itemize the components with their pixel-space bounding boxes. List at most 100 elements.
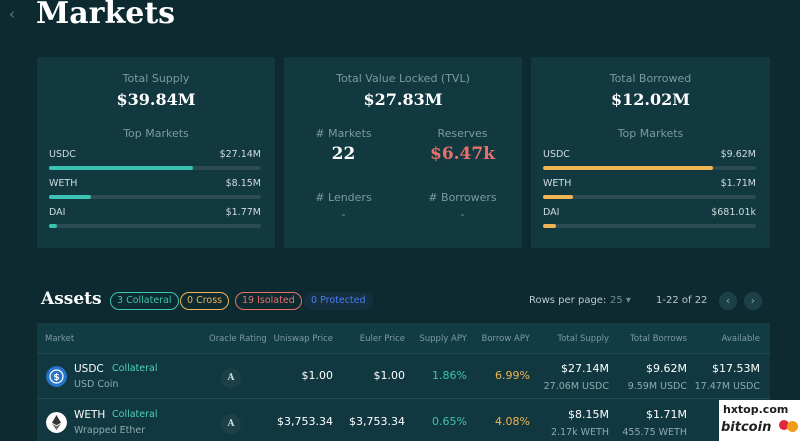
lenders-cell: # Lenders - bbox=[284, 191, 403, 221]
filter-cross-pill[interactable]: 0 Cross bbox=[180, 292, 230, 310]
chevron-left-icon: ‹ bbox=[725, 294, 731, 307]
total-borrows-usd: $9.62M bbox=[646, 362, 687, 375]
tvl-label: Total Value Locked (TVL) bbox=[336, 72, 470, 85]
market-bar-track bbox=[49, 166, 261, 170]
header-market[interactable]: Market bbox=[45, 334, 75, 344]
header-supply-apy[interactable]: Supply APY bbox=[419, 334, 467, 344]
bitcoin-coin-icon bbox=[787, 421, 798, 432]
filter-isolated-pill[interactable]: 19 Isolated bbox=[235, 292, 302, 310]
prev-page-button[interactable]: ‹ bbox=[719, 292, 737, 310]
market-bar-fill bbox=[49, 166, 194, 170]
back-chevron-icon[interactable]: ‹ bbox=[9, 5, 15, 23]
header-total-supply[interactable]: Total Supply bbox=[557, 334, 609, 344]
table-row[interactable]: $ USDC Collateral USD Coin A $1.00 $1.00… bbox=[37, 354, 770, 399]
borrowers-cell: # Borrowers - bbox=[403, 191, 522, 221]
header-oracle-rating[interactable]: Oracle Rating bbox=[209, 334, 267, 344]
total-borrowed-value: $12.02M bbox=[611, 90, 690, 109]
table-header: Market Oracle Rating Uniswap Price Euler… bbox=[37, 323, 770, 354]
market-bar-track bbox=[543, 224, 756, 228]
markets-count-label: # Markets bbox=[315, 127, 372, 140]
market-bar-track bbox=[543, 166, 756, 170]
tvl-card: Total Value Locked (TVL) $27.83M # Marke… bbox=[284, 57, 522, 248]
supply-apy: 0.65% bbox=[432, 415, 467, 428]
total-supply-usd: $27.14M bbox=[561, 362, 609, 375]
asset-symbol: WETH bbox=[74, 409, 106, 421]
rows-per-page-select[interactable]: 25 ▾ bbox=[610, 295, 631, 306]
markets-count-value: 22 bbox=[331, 144, 356, 164]
tvl-value: $27.83M bbox=[363, 90, 443, 109]
oracle-rating-badge: A bbox=[221, 368, 241, 388]
heart-icon bbox=[779, 420, 789, 430]
total-supply-value: $39.84M bbox=[116, 90, 196, 109]
svg-text:$: $ bbox=[53, 373, 59, 383]
uniswap-price: $3,753.34 bbox=[277, 415, 333, 428]
header-borrow-apy[interactable]: Borrow APY bbox=[481, 334, 531, 344]
borrow-market-row[interactable]: DAI $681.01k bbox=[543, 207, 758, 239]
oracle-rating-badge: A bbox=[221, 414, 241, 434]
borrow-apy: 4.08% bbox=[495, 415, 530, 428]
collateral-tag: Collateral bbox=[112, 409, 158, 420]
reserves-cell: Reserves $6.47k bbox=[403, 127, 522, 164]
usdc-coin-icon: $ bbox=[46, 366, 67, 387]
assets-table: Market Oracle Rating Uniswap Price Euler… bbox=[37, 323, 770, 441]
header-available[interactable]: Available bbox=[721, 334, 760, 344]
market-name: DAI bbox=[543, 207, 560, 218]
watermark: hxtop.com bitcoin bbox=[719, 400, 800, 441]
available-usd: $17.53M bbox=[712, 362, 760, 375]
header-euler-price[interactable]: Euler Price bbox=[359, 334, 405, 344]
market-value: $27.14M bbox=[219, 149, 261, 160]
filter-collateral-pill[interactable]: 3 Collateral bbox=[110, 292, 179, 310]
borrow-market-row[interactable]: USDC $9.62M bbox=[543, 149, 758, 181]
asset-name: Wrapped Ether bbox=[74, 425, 146, 436]
top-markets-label: Top Markets bbox=[123, 127, 189, 140]
market-bar-fill bbox=[543, 224, 556, 228]
market-value: $1.71M bbox=[720, 178, 756, 189]
uniswap-price: $1.00 bbox=[301, 369, 334, 382]
borrowers-label: # Borrowers bbox=[428, 191, 497, 204]
supply-market-row[interactable]: USDC $27.14M bbox=[49, 149, 263, 181]
market-bar-track bbox=[49, 224, 261, 228]
market-bar-fill bbox=[49, 224, 58, 228]
asset-symbol: USDC bbox=[74, 363, 104, 375]
collateral-tag: Collateral bbox=[112, 363, 158, 374]
market-bar-track bbox=[543, 195, 756, 199]
total-supply-usd: $8.15M bbox=[568, 408, 609, 421]
supply-market-row[interactable]: DAI $1.77M bbox=[49, 207, 263, 239]
borrow-apy: 6.99% bbox=[495, 369, 530, 382]
market-bar-fill bbox=[543, 166, 714, 170]
next-page-button[interactable]: › bbox=[744, 292, 762, 310]
reserves-value: $6.47k bbox=[429, 144, 495, 164]
reserves-label: Reserves bbox=[437, 127, 488, 140]
supply-market-row[interactable]: WETH $8.15M bbox=[49, 178, 263, 210]
header-total-borrows[interactable]: Total Borrows bbox=[630, 334, 687, 344]
market-name: USDC bbox=[543, 149, 570, 160]
total-borrowed-label: Total Borrowed bbox=[609, 72, 692, 85]
total-borrows-native: 9.59M USDC bbox=[627, 381, 687, 392]
market-value: $681.01k bbox=[711, 207, 756, 218]
total-supply-label: Total Supply bbox=[122, 72, 190, 85]
page-title: Markets bbox=[36, 0, 176, 31]
assets-title: Assets bbox=[41, 289, 102, 309]
market-value: $8.15M bbox=[225, 178, 261, 189]
top-markets-label: Top Markets bbox=[617, 127, 684, 140]
table-row[interactable]: WETH Collateral Wrapped Ether A $3,753.3… bbox=[37, 400, 770, 441]
watermark-url: hxtop.com bbox=[723, 403, 789, 416]
caret-down-icon: ▾ bbox=[625, 295, 631, 306]
market-bar-fill bbox=[49, 195, 92, 199]
header-uniswap-price[interactable]: Uniswap Price bbox=[273, 334, 333, 344]
markets-count-cell: # Markets 22 bbox=[284, 127, 403, 164]
market-name: WETH bbox=[543, 178, 572, 189]
borrow-market-row[interactable]: WETH $1.71M bbox=[543, 178, 758, 210]
total-supply-native: 27.06M USDC bbox=[543, 381, 609, 392]
lenders-value: - bbox=[341, 208, 346, 221]
rows-per-page-value: 25 bbox=[610, 295, 623, 306]
euler-price: $1.00 bbox=[373, 369, 406, 382]
total-supply-native: 2.17k WETH bbox=[550, 427, 609, 438]
watermark-brand: bitcoin bbox=[721, 420, 772, 435]
filter-protected-pill[interactable]: 0 Protected bbox=[304, 292, 373, 310]
total-borrowed-card: Total Borrowed $12.02M Top Markets USDC … bbox=[531, 57, 770, 248]
supply-apy: 1.86% bbox=[432, 369, 467, 382]
total-borrows-usd: $1.71M bbox=[646, 408, 687, 421]
market-value: $1.77M bbox=[225, 207, 261, 218]
market-value: $9.62M bbox=[720, 149, 756, 160]
